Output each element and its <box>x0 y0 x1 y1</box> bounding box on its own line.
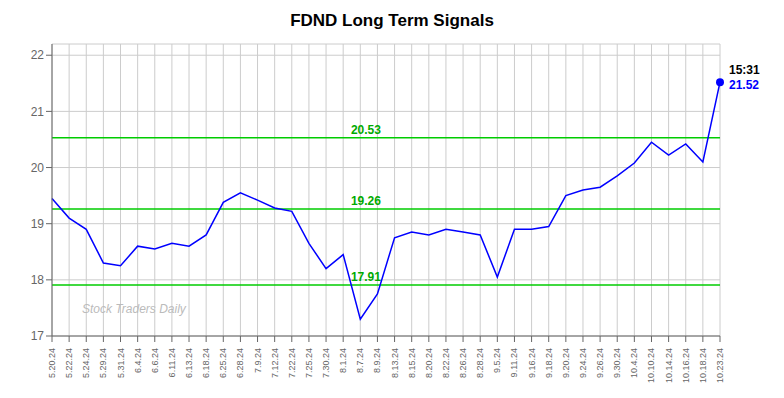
svg-text:5.29.24: 5.29.24 <box>98 348 108 378</box>
svg-text:7.9.24: 7.9.24 <box>253 348 263 373</box>
svg-text:17: 17 <box>31 329 45 343</box>
svg-text:19: 19 <box>31 217 45 231</box>
svg-text:8.1.24: 8.1.24 <box>338 348 348 373</box>
svg-text:8.28.24: 8.28.24 <box>475 348 485 378</box>
svg-text:8.22.24: 8.22.24 <box>441 348 451 378</box>
svg-text:20: 20 <box>31 161 45 175</box>
svg-text:5.31.24: 5.31.24 <box>116 348 126 378</box>
svg-text:5.24.24: 5.24.24 <box>81 348 91 378</box>
svg-text:8.13.24: 8.13.24 <box>390 348 400 378</box>
svg-text:9.11.24: 9.11.24 <box>509 348 519 377</box>
svg-text:21.52: 21.52 <box>729 78 759 92</box>
svg-text:10.23.24: 10.23.24 <box>715 348 725 383</box>
svg-text:19.26: 19.26 <box>351 194 381 208</box>
svg-text:7.12.24: 7.12.24 <box>270 348 280 378</box>
svg-text:10.14.24: 10.14.24 <box>664 348 674 383</box>
svg-text:9.24.24: 9.24.24 <box>578 348 588 378</box>
svg-text:9.20.24: 9.20.24 <box>561 348 571 378</box>
svg-text:22: 22 <box>31 48 45 62</box>
svg-text:8.7.24: 8.7.24 <box>355 348 365 373</box>
svg-text:20.53: 20.53 <box>351 123 381 137</box>
svg-text:18: 18 <box>31 273 45 287</box>
html-text:FDND Long Term Signals: FDND Long Term Signals <box>290 11 494 30</box>
svg-text:5.22.24: 5.22.24 <box>64 348 74 378</box>
svg-text:9.30.24: 9.30.24 <box>612 348 622 378</box>
svg-text:8.9.24: 8.9.24 <box>372 348 382 373</box>
svg-text:10.16.24: 10.16.24 <box>681 348 691 383</box>
svg-text:8.20.24: 8.20.24 <box>424 348 434 378</box>
svg-text:15:31: 15:31 <box>729 63 760 77</box>
svg-text:5.20.24: 5.20.24 <box>47 348 57 378</box>
svg-text:6.13.24: 6.13.24 <box>184 348 194 378</box>
svg-text:10.18.24: 10.18.24 <box>698 348 708 383</box>
svg-text:10.4.24: 10.4.24 <box>629 348 639 378</box>
svg-text:6.28.24: 6.28.24 <box>235 348 245 378</box>
svg-text:9.18.24: 9.18.24 <box>544 348 554 378</box>
html-text:Stock Traders Daily: Stock Traders Daily <box>82 302 186 316</box>
svg-text:6.6.24: 6.6.24 <box>150 348 160 373</box>
svg-text:9.16.24: 9.16.24 <box>527 348 537 378</box>
svg-text:10.10.24: 10.10.24 <box>646 348 656 383</box>
svg-text:8.26.24: 8.26.24 <box>458 348 468 378</box>
svg-text:7.25.24: 7.25.24 <box>304 348 314 378</box>
svg-text:6.18.24: 6.18.24 <box>201 348 211 378</box>
svg-text:6.11.24: 6.11.24 <box>167 348 177 377</box>
svg-text:8.15.24: 8.15.24 <box>407 348 417 378</box>
svg-text:9.26.24: 9.26.24 <box>595 348 605 378</box>
svg-text:7.22.24: 7.22.24 <box>287 348 297 378</box>
svg-text:9.5.24: 9.5.24 <box>492 348 502 373</box>
svg-text:6.4.24: 6.4.24 <box>133 348 143 373</box>
svg-text:6.25.24: 6.25.24 <box>218 348 228 378</box>
svg-text:17.91: 17.91 <box>351 270 381 284</box>
svg-text:7.30.24: 7.30.24 <box>321 348 331 378</box>
svg-text:21: 21 <box>31 105 45 119</box>
